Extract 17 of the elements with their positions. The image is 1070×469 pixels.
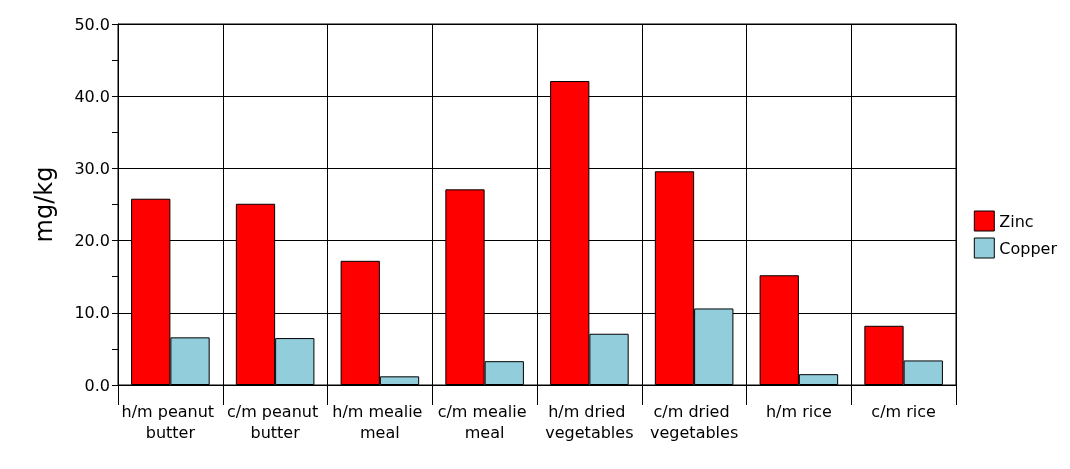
legend-label: Zinc: [999, 211, 1034, 231]
x-tick-label: h/m dried vegetables: [545, 402, 634, 442]
x-tick-label: h/m rice: [765, 402, 832, 421]
x-tick-label: h/m mealie meal: [332, 402, 428, 442]
y-tick-label: 0.0: [84, 375, 110, 395]
y-tick-label: 10.0: [74, 303, 110, 323]
y-tick-label: 20.0: [74, 231, 110, 251]
x-tick-label: c/m mealie meal: [437, 402, 532, 442]
y-tick-label: 40.0: [74, 86, 110, 106]
x-tick-label: c/m peanut butter: [226, 402, 324, 442]
x-tick-label: c/m dried vegetables: [650, 402, 739, 442]
x-tick-label: h/m peanut butter: [121, 402, 220, 442]
y-tick-label: 30.0: [74, 158, 110, 178]
legend-label: Copper: [999, 238, 1058, 258]
y-axis-title: mg/kg: [30, 166, 58, 243]
x-tick-label: c/m rice: [871, 402, 936, 421]
y-tick-label: 50.0: [74, 14, 110, 34]
